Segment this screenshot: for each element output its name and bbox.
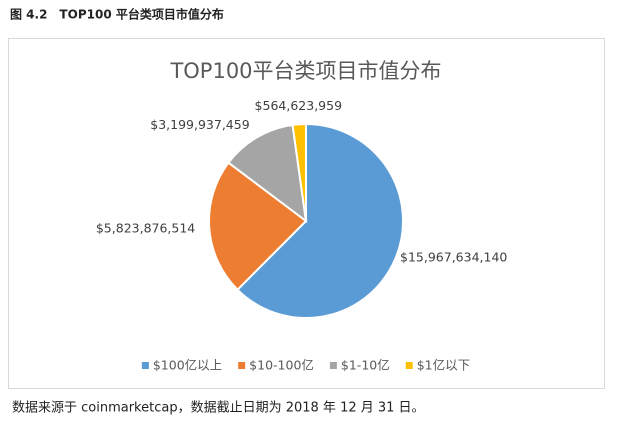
pie-slice xyxy=(236,122,404,319)
pie-slice xyxy=(227,123,308,224)
legend-marker xyxy=(405,362,413,369)
legend-marker xyxy=(141,362,149,369)
data-label: $5,823,876,514 xyxy=(96,220,195,235)
legend-label: $1-10亿 xyxy=(341,358,390,373)
pie: $15,967,634,140 $5,823,876,514 $3,199,937,… xyxy=(96,98,507,319)
figure-caption: 图 4.2 TOP100 平台类项目市值分布 xyxy=(10,7,224,22)
legend-label: $10-100亿 xyxy=(249,358,314,373)
legend-label: $100亿以上 xyxy=(153,358,222,373)
data-label: $15,967,634,140 xyxy=(400,250,507,265)
data-label: $3,199,937,459 xyxy=(150,117,249,132)
pie-slice xyxy=(291,122,307,222)
legend: $100亿以上 $10-100亿 $1-10亿 $1亿以下 xyxy=(141,358,470,373)
source-note: 数据来源于 coinmarketcap，数据截止日期为 2018 年 12 月 … xyxy=(12,401,425,416)
legend-marker xyxy=(238,362,246,369)
legend-label: $1亿以下 xyxy=(417,358,470,373)
legend-marker xyxy=(329,362,337,369)
data-label: $564,623,959 xyxy=(255,98,343,113)
pie-slice xyxy=(208,161,308,292)
chart-title: TOP100平台类项目市值分布 xyxy=(169,59,441,83)
